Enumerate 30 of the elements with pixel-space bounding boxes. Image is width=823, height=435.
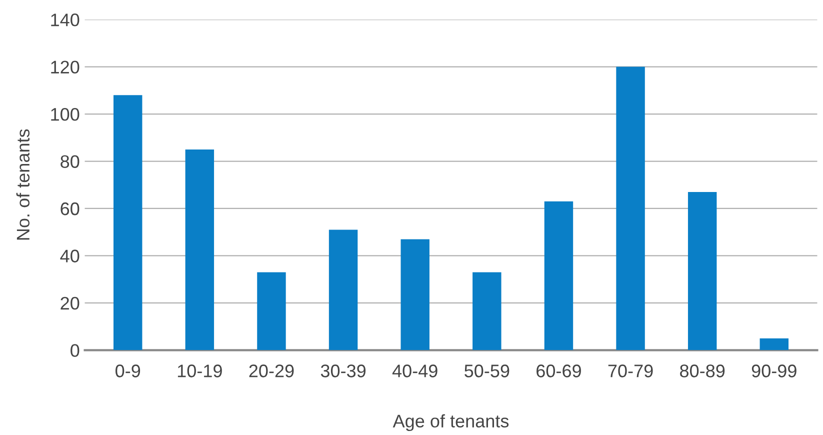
y-tick-label: 20 [60, 296, 80, 310]
y-tick-label: 40 [60, 250, 80, 262]
y-axis-title: No. of tenants [16, 129, 30, 240]
y-tick-label: 0 [70, 344, 80, 357]
bar [400, 239, 430, 350]
y-tick-label: 120 [51, 60, 80, 74]
bar [544, 201, 574, 350]
bar [760, 338, 789, 350]
x-tick-label: 60-69 [536, 364, 581, 378]
x-tick-label: 70-79 [608, 364, 653, 378]
x-tick-label: 10-19 [178, 364, 222, 378]
bar [257, 272, 286, 350]
x-axis-title: Age of tenants [392, 414, 509, 432]
y-tick-label: 140 [51, 14, 80, 26]
y-tick-label: 80 [60, 155, 80, 168]
bar [688, 192, 717, 350]
x-tick-label: 40-49 [392, 364, 438, 378]
bar [185, 149, 214, 350]
x-tick-label: 80-89 [680, 364, 725, 378]
bar [616, 66, 645, 350]
bar [472, 272, 502, 350]
y-tick-label: 60 [60, 202, 80, 216]
y-tick-label: 100 [51, 108, 80, 121]
bar [113, 95, 142, 350]
x-tick-label: 20-29 [249, 364, 294, 378]
x-tick-label: 0-9 [116, 364, 140, 378]
x-tick-label: 30-39 [320, 364, 366, 378]
x-tick-label: 90-99 [752, 364, 796, 378]
x-tick-label: 50-59 [464, 364, 510, 378]
bar [328, 230, 358, 350]
